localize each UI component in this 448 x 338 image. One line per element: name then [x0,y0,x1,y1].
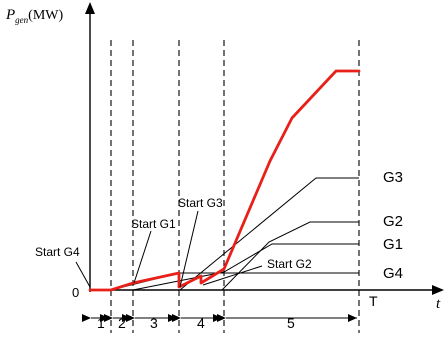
y-axis-subscript: gen [15,15,28,25]
interval-label-4: 4 [197,315,205,331]
y-axis-unit: (MW) [28,8,63,23]
start-g4-pointer [75,261,91,288]
generator-label-g2: G2 [383,213,403,230]
y-axis-arrow-icon [85,2,95,14]
generator-label-g4: G4 [383,265,403,282]
end-time-label: T [369,293,378,309]
origin-label: 0 [72,285,79,300]
interval-label-3: 3 [150,315,158,331]
generator-label-g3: G3 [383,169,403,186]
generator-line-g3 [179,177,359,291]
x-axis-arrow-icon [432,285,444,295]
start-g3-label: Start G3 [178,196,223,210]
total-generation-curve [88,69,361,292]
x-axis-label: t [436,296,441,312]
interval-label-5: 5 [287,315,295,331]
y-axis-label: Pgen(MW) [5,7,63,25]
start-g1-label: Start G1 [131,217,176,231]
generator-line-g1 [132,243,359,291]
start-g4-label: Start G4 [35,245,80,259]
interval-label-2: 2 [118,315,126,331]
start-g2-label: Start G2 [267,257,312,271]
generator-line-g2 [221,221,359,291]
start-g2-pointer [202,265,263,286]
start-g1-pointer [133,230,152,284]
y-axis-symbol: P [5,7,15,23]
generator-label-g1: G1 [383,236,403,253]
start-g3-pointer [179,210,199,288]
interval-label-1: 1 [97,315,105,331]
